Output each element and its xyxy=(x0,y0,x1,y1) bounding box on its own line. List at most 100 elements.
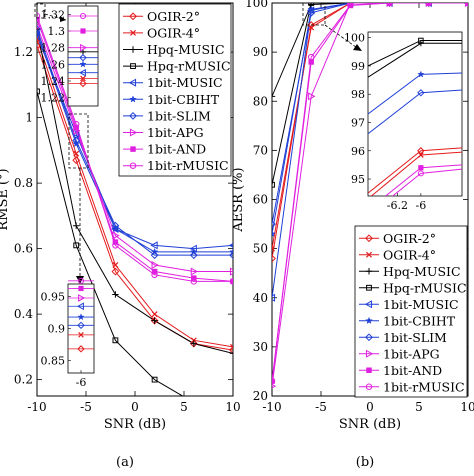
b-inset-line-hpq-rmusic xyxy=(368,39,462,67)
a-point-ogir-2deg xyxy=(37,41,41,50)
b-inset-ytick-label: 95 xyxy=(351,173,365,186)
b-inset-xtick-label: -6 xyxy=(416,199,427,212)
b-ytick-label: 40 xyxy=(253,291,268,305)
b-xtick-label: -5 xyxy=(315,400,327,414)
b-inset-ytick-label: 96 xyxy=(351,145,365,158)
b-legend-label-1bit-slim: 1bit-SLIM xyxy=(383,330,447,345)
a-inset-top-point-ogir-2deg xyxy=(79,79,87,88)
a-inset-top-point-1bit-slim xyxy=(79,53,87,62)
b-legend-marker-1bit-music xyxy=(364,300,373,309)
a-point-1bit-apg xyxy=(37,23,42,29)
a-zoom-box-top xyxy=(34,3,46,19)
b-line-1bit-rmusic xyxy=(272,3,468,382)
a-inset-top-point-1bit-cbiht xyxy=(79,60,87,68)
b-inset-point-ogir-2deg xyxy=(417,147,425,155)
a-ylabel: RMSE (°) xyxy=(0,168,11,230)
a-ytick-label: 0.6 xyxy=(14,242,33,256)
a-inset-bottom-point-1bit-music xyxy=(76,302,84,311)
a-inset-top-ytick-label: 1.24 xyxy=(41,75,66,88)
a-legend-label-hpq-music: Hpq-MUSIC xyxy=(147,42,225,57)
b-inset-point-ogir-4deg xyxy=(418,152,424,158)
b-point-1bit-and xyxy=(308,59,314,65)
b-ytick-label: 50 xyxy=(253,242,268,256)
a-zoom-arrowhead-top xyxy=(60,16,66,22)
a-point-hpq-music xyxy=(229,350,233,357)
a-legend-marker-ogir-4deg xyxy=(130,29,136,36)
b-xtick-label: 5 xyxy=(415,400,423,414)
a-point-1bit-rmusic xyxy=(229,278,233,285)
a-point-hpq-rmusic xyxy=(73,242,80,249)
b-point-ogir-4deg xyxy=(272,245,275,252)
a-inset-top-ytick-label: 1.26 xyxy=(41,58,66,71)
b-legend-label-ogir-2deg: OGIR-2° xyxy=(383,231,436,246)
a-point-1bit-music xyxy=(228,243,233,248)
b-series-group xyxy=(272,3,468,389)
a-point-1bit-rmusic xyxy=(37,12,41,20)
a-inset-bottom-point-1bit-rmusic xyxy=(77,277,85,284)
a-line-ogir-2deg xyxy=(37,45,233,351)
a-point-1bit-slim xyxy=(150,251,159,260)
b-point-1bit-slim xyxy=(307,8,316,17)
a-point-hpq-rmusic xyxy=(112,337,119,344)
a-point-1bit-music xyxy=(150,241,158,250)
a-point-1bit-rmusic xyxy=(112,242,119,249)
b-point-ogir-2deg xyxy=(272,254,276,263)
a-xtick-label: 5 xyxy=(180,400,188,414)
b-inset-point-hpq-music xyxy=(417,40,424,47)
a-inset-top-point-1bit-apg xyxy=(80,43,88,52)
a-point-ogir-4deg xyxy=(230,343,233,350)
b-zoom-arrow xyxy=(324,24,361,51)
a-inset-bottom-point-1bit-apg xyxy=(78,294,86,302)
a-point-1bit-slim xyxy=(229,251,233,260)
b-ytick-label: 30 xyxy=(253,340,268,354)
b-inset-point-1bit-cbiht xyxy=(417,70,425,78)
b-inset-frame xyxy=(367,31,463,197)
b-legend-label-hpq-music: Hpq-MUSIC xyxy=(383,264,461,279)
a-point-1bit-and xyxy=(151,268,158,275)
subcaption-b: (b) xyxy=(356,455,374,470)
a-inset-bottom-ytick-label: 0.85 xyxy=(41,354,66,367)
b-point-1bit-rmusic xyxy=(464,3,468,7)
b-line-1bit-apg xyxy=(272,3,468,387)
b-ytick-label: 100 xyxy=(245,0,268,10)
a-point-1bit-apg xyxy=(190,267,199,276)
a-xtick-label: 0 xyxy=(131,400,139,414)
a-inset-bottom-ytick-label: 0.95 xyxy=(41,291,66,304)
a-point-ogir-4deg xyxy=(190,337,197,344)
a-legend-label-1bit-rmusic: 1bit-rMUSIC xyxy=(147,158,229,173)
b-line-1bit-slim xyxy=(272,3,468,225)
b-inset-ytick-label: 97 xyxy=(351,116,365,129)
a-inset-bottom-point-ogir-4deg xyxy=(78,332,84,338)
b-ytick-label: 60 xyxy=(253,193,268,207)
a-xtick-label: -10 xyxy=(27,400,46,414)
b-inset-point-hpq-rmusic xyxy=(418,37,424,44)
a-point-1bit-rmusic xyxy=(190,278,198,285)
a-legend-label-1bit-apg: 1bit-APG xyxy=(147,125,204,140)
b-legend-label-1bit-and: 1bit-AND xyxy=(383,363,442,378)
b-inset-ytick-label: 99 xyxy=(351,60,365,73)
b-inset-xtick-label: -6.2 xyxy=(387,199,408,212)
a-legend-label-1bit-cbiht: 1bit-CBIHT xyxy=(147,92,220,107)
a-inset-top-frame xyxy=(67,5,99,107)
a-point-1bit-and xyxy=(112,239,119,245)
b-point-1bit-apg xyxy=(308,92,316,101)
a-legend-marker-hpq-music xyxy=(129,46,137,53)
a-point-hpq-music xyxy=(151,317,158,324)
a-inset-bottom-xtick-label: -6 xyxy=(76,376,87,389)
a-point-ogir-4deg xyxy=(112,262,119,268)
b-inset: 95 96 97 98 99 100 -6.2 -6 xyxy=(344,31,463,212)
a-point-1bit-slim xyxy=(72,136,81,145)
b-zoom-box xyxy=(302,2,326,26)
a-legend-marker-1bit-cbiht xyxy=(129,95,137,103)
b-inset-point-1bit-rmusic xyxy=(417,170,424,177)
b-point-1bit-rmusic xyxy=(386,3,393,7)
a-ytick-label: 0.2 xyxy=(14,373,33,387)
b-legend-label-hpq-rmusic: Hpq-rMUSIC xyxy=(383,280,467,295)
b-ytick-label: 80 xyxy=(253,94,268,108)
a-inset-top-point-1bit-and xyxy=(80,28,86,34)
a-zoom-box-mid xyxy=(68,113,89,169)
a-inset-bottom-point-1bit-cbiht xyxy=(77,313,85,321)
a-point-hpq-music xyxy=(190,340,197,347)
a-line-hpq-music xyxy=(37,29,233,354)
a-point-1bit-and xyxy=(73,124,79,131)
